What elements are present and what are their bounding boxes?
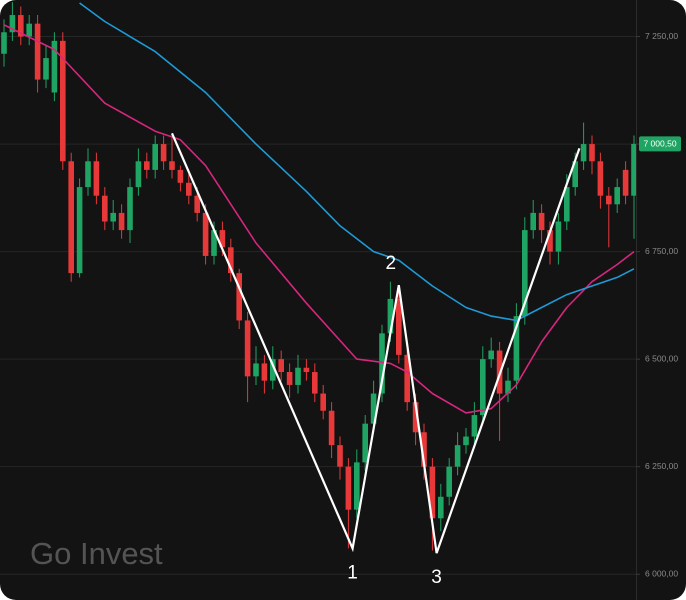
- candle-body: [572, 161, 578, 188]
- candle-body: [286, 372, 293, 385]
- candle-body: [76, 187, 83, 274]
- moving-average-line: [79, 2, 635, 322]
- candle-body: [421, 432, 427, 467]
- candle-body: [236, 273, 242, 321]
- candle-body: [295, 367, 301, 385]
- candle-body: [303, 367, 310, 373]
- candle-body: [597, 161, 604, 196]
- pattern-label: 3: [431, 567, 442, 588]
- candle-body: [253, 363, 259, 377]
- candle-body: [60, 40, 66, 162]
- candle-body: [580, 144, 587, 162]
- candle-body: [228, 247, 234, 274]
- candle-body: [555, 221, 562, 252]
- candle-body: [118, 212, 125, 231]
- pattern-label: 2: [386, 253, 397, 274]
- y-axis: 7 250,007 000,006 750,006 500,006 250,00…: [636, 31, 678, 578]
- candle-body: [488, 350, 494, 360]
- candle-body: [18, 15, 24, 37]
- candle-body: [337, 445, 343, 467]
- candle-body: [261, 363, 268, 381]
- candle-body: [34, 23, 41, 80]
- candle-body: [530, 212, 536, 231]
- pattern-label: 1: [347, 562, 358, 583]
- candle-body: [26, 23, 32, 37]
- moving-average-line: [3, 24, 635, 414]
- candle-body: [211, 230, 217, 256]
- candle-body: [345, 466, 352, 510]
- candle-body: [85, 161, 91, 188]
- candle-body: [9, 15, 16, 33]
- candle-body: [160, 144, 167, 162]
- candle-body: [354, 462, 360, 510]
- candle-body: [278, 359, 284, 373]
- watermark: Go Invest: [30, 536, 163, 571]
- candle-body: [513, 316, 520, 381]
- plot-area: [1, 2, 636, 554]
- candle-body: [631, 143, 636, 196]
- candle-body: [328, 410, 335, 446]
- candle-body: [362, 423, 368, 463]
- candle-body: [396, 298, 402, 355]
- candle-body: [270, 359, 276, 381]
- candle-body: [194, 195, 200, 213]
- grid: [0, 36, 636, 575]
- y-tick-label: 6 750,00: [645, 246, 678, 256]
- candle-body: [471, 415, 478, 437]
- candle-body: [429, 466, 436, 519]
- candle-body: [480, 359, 486, 416]
- last-price-label: 7 000,50: [643, 139, 676, 149]
- candle-body: [404, 354, 410, 403]
- candle-body: [370, 393, 377, 424]
- candle-body: [43, 58, 49, 80]
- candle-body: [144, 161, 150, 170]
- y-tick-label: 6 250,00: [645, 461, 678, 471]
- candle-body: [169, 161, 175, 170]
- candle-body: [186, 182, 192, 196]
- candle-body: [564, 187, 570, 222]
- candle-body: [51, 40, 58, 93]
- candle-body: [244, 320, 251, 377]
- candle-body: [505, 380, 511, 394]
- candle-body: [387, 298, 394, 334]
- candle-body: [438, 496, 444, 519]
- candle-body: [538, 212, 545, 231]
- candle-body: [1, 32, 7, 54]
- candle-body: [93, 161, 100, 196]
- candle-body: [219, 230, 226, 248]
- y-tick-label: 6 500,00: [645, 353, 678, 363]
- candle-body: [102, 195, 108, 222]
- candle-body: [110, 212, 116, 222]
- y-tick-label: 6 000,00: [645, 568, 678, 578]
- y-tick-label: 7 250,00: [645, 31, 678, 41]
- candle-body: [127, 187, 133, 231]
- candle-body: [320, 393, 326, 411]
- candle-body: [68, 161, 74, 274]
- candle-body: [152, 144, 158, 170]
- candle-body: [589, 144, 595, 162]
- candle-body: [312, 372, 318, 394]
- last-price-badge: [639, 136, 681, 152]
- candle-body: [202, 212, 209, 256]
- candle-body: [135, 161, 142, 188]
- candle-body: [412, 402, 419, 433]
- candle-body: [379, 333, 385, 394]
- pattern-line: [170, 132, 581, 554]
- candle-body: [522, 230, 528, 317]
- candle-body: [454, 445, 461, 467]
- candle-body: [463, 436, 469, 446]
- candle-body: [547, 230, 553, 252]
- candle-body: [446, 466, 452, 497]
- candle-body: [606, 195, 612, 205]
- candle-body: [614, 187, 620, 205]
- candle-body: [622, 169, 629, 196]
- candle-body: [177, 169, 184, 183]
